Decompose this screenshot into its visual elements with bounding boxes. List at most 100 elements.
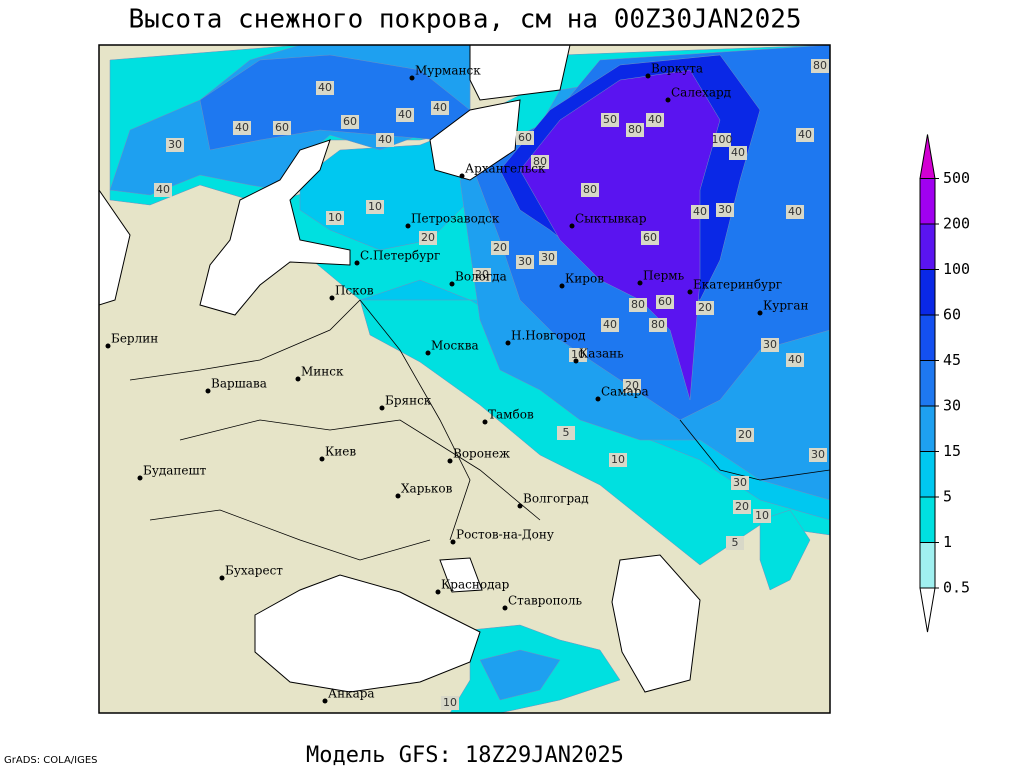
- contour-label-bg: [609, 453, 627, 467]
- city-dot: [502, 605, 508, 611]
- contour-label: 50: [603, 113, 617, 126]
- city-label: Будапешт: [143, 464, 207, 478]
- contour-label: 10: [571, 348, 585, 361]
- contour-label: 40: [378, 133, 392, 146]
- contour-label-bg: [786, 353, 804, 367]
- city-label: Москва: [431, 339, 479, 353]
- footer: Модель GFS: 18Z29JAN2025: [306, 743, 624, 768]
- contour-label-bg: [786, 205, 804, 219]
- city-label: Воронеж: [453, 447, 510, 461]
- contour-label: 30: [733, 476, 747, 489]
- city-dot: [447, 458, 453, 464]
- sea: [199, 139, 351, 316]
- colorbar-label: 0.5: [943, 579, 970, 597]
- city-label: Харьков: [401, 482, 453, 496]
- contour-label: 20: [421, 231, 435, 244]
- city-dot: [559, 283, 565, 289]
- contour-label: 30: [718, 203, 732, 216]
- contour-label: 10: [368, 200, 382, 213]
- contour-label-bg: [809, 448, 827, 462]
- contour-label: 30: [541, 251, 555, 264]
- contour-label: 30: [811, 448, 825, 461]
- city-dot: [687, 289, 693, 295]
- contour-label-bg: [326, 211, 344, 225]
- contour-label-bg: [761, 338, 779, 352]
- city-dot: [409, 75, 415, 81]
- contour-label: 40: [235, 121, 249, 134]
- contour-label: 80: [651, 318, 665, 331]
- contour-label: 5: [563, 426, 570, 439]
- contour-label: 10: [328, 211, 342, 224]
- sea: [429, 99, 521, 181]
- colorbar-label: 500: [943, 169, 970, 187]
- city-dot: [573, 358, 579, 364]
- city-dot: [425, 350, 431, 356]
- city-label: Бухарест: [225, 564, 283, 578]
- colorbar-label: 30: [943, 397, 961, 415]
- colorbar-label: 45: [943, 351, 961, 369]
- contour-label-bg: [629, 298, 647, 312]
- contour-label: 40: [156, 183, 170, 196]
- contour-label-bg: [753, 509, 771, 523]
- contour-label-bg: [473, 268, 491, 282]
- contour-label: 80: [813, 59, 827, 72]
- city-label: Самара: [601, 385, 649, 399]
- city-label: Анкара: [328, 687, 375, 701]
- city-label: Варшава: [211, 377, 267, 391]
- colorbar-segment: [919, 496, 936, 543]
- colorbar-segment: [919, 178, 936, 225]
- contour-label-bg: [601, 318, 619, 332]
- contour-label-bg: [516, 131, 534, 145]
- colorbar-segment: [919, 405, 936, 452]
- colorbar-segment: [919, 587, 936, 633]
- city-dot: [322, 698, 328, 704]
- city-dot: [517, 503, 523, 509]
- contour-label-bg: [626, 123, 644, 137]
- contour-label-bg: [366, 200, 384, 214]
- city-label: Архангельск: [465, 162, 546, 176]
- city-dot: [219, 575, 225, 581]
- contour-label-bg: [441, 696, 459, 710]
- contour-label-bg: [623, 379, 641, 393]
- city-label: Екатеринбург: [693, 278, 782, 292]
- contour-label-bg: [273, 121, 291, 135]
- city-label: Сыктывкар: [575, 212, 647, 226]
- contour-label: 40: [648, 113, 662, 126]
- contour-label: 80: [583, 183, 597, 196]
- contour-label-bg: [736, 428, 754, 442]
- contour-label: 20: [698, 301, 712, 314]
- city-label: Мурманск: [415, 64, 481, 78]
- city-dot: [329, 295, 335, 301]
- contour-label: 5: [732, 536, 739, 549]
- sea: [99, 189, 131, 306]
- contour-label: 40: [433, 101, 447, 114]
- contour-label-bg: [601, 113, 619, 127]
- city-dot: [569, 223, 575, 229]
- contour-label: 40: [603, 318, 617, 331]
- city-label: Краснодар: [441, 578, 510, 592]
- contour-label-bg: [713, 133, 731, 147]
- contour-label: 30: [168, 138, 182, 151]
- contour-label: 10: [443, 696, 457, 709]
- contour-label-bg: [539, 251, 557, 265]
- colorbar-segment: [919, 360, 936, 407]
- sea: [469, 45, 571, 101]
- city-label: Курган: [763, 299, 808, 313]
- contour-label: 40: [788, 353, 802, 366]
- city-dot: [205, 388, 211, 394]
- map-frame: [98, 44, 831, 714]
- contour-label-bg: [581, 183, 599, 197]
- city-dot: [354, 260, 360, 266]
- city-label: Берлин: [111, 332, 158, 346]
- contour-label-bg: [656, 295, 674, 309]
- colorbar-segment: [919, 314, 936, 361]
- contour-label-bg: [233, 121, 251, 135]
- contour-label-bg: [419, 231, 437, 245]
- contour-label-bg: [729, 146, 747, 160]
- contour-label-bg: [641, 231, 659, 245]
- contour-label: 40: [693, 205, 707, 218]
- city-dot: [435, 589, 441, 595]
- contour-label-bg: [531, 155, 549, 169]
- city-label: Пермь: [643, 269, 685, 283]
- contour-label: 10: [755, 509, 769, 522]
